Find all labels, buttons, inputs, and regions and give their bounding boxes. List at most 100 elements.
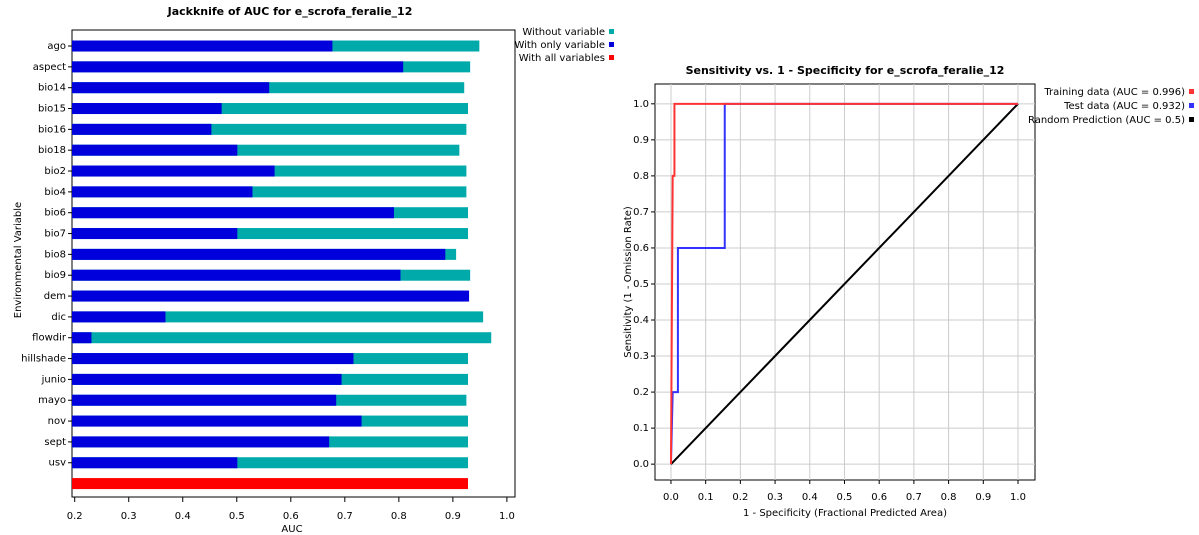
y-tick-label: 0.8 xyxy=(633,171,649,182)
bar xyxy=(72,228,238,240)
y-tick-label: 0.1 xyxy=(633,423,649,434)
x-tick-label: 0.0 xyxy=(663,492,679,503)
legend-label: Test data (AUC = 0.932) xyxy=(1063,101,1185,112)
y-tick-label: bio6 xyxy=(44,208,66,219)
y-axis-label: Sensitivity (1 - Omission Rate) xyxy=(623,206,634,358)
x-tick-label: 0.1 xyxy=(698,492,714,503)
plot-area xyxy=(71,29,516,498)
x-tick-label: 0.6 xyxy=(283,511,299,522)
y-tick-label: junio xyxy=(41,374,66,385)
legend-swatch xyxy=(1189,103,1194,108)
y-tick-label: flowdir xyxy=(32,333,67,344)
legend-swatch xyxy=(609,55,614,60)
y-tick-label: 1.0 xyxy=(633,99,649,110)
bar xyxy=(72,248,446,260)
bar xyxy=(72,61,404,73)
y-tick-label: bio14 xyxy=(38,83,66,94)
y-tick-label: dic xyxy=(51,312,66,323)
legend-swatch xyxy=(1189,117,1194,122)
bar xyxy=(72,186,467,198)
y-tick-label: usv xyxy=(49,458,67,469)
y-tick-label: bio2 xyxy=(44,166,66,177)
y-tick-label: hillshade xyxy=(21,354,66,365)
bar xyxy=(72,415,362,427)
bar xyxy=(72,373,342,385)
y-tick-label: 0.6 xyxy=(633,243,649,254)
y-tick-label: mayo xyxy=(38,395,66,406)
x-tick-label: 0.8 xyxy=(391,511,407,522)
y-tick-label: 0.0 xyxy=(633,459,649,470)
x-tick-label: 0.4 xyxy=(802,492,818,503)
y-tick-label: aspect xyxy=(33,62,66,73)
y-tick-label: bio18 xyxy=(38,145,66,156)
y-tick-label: sept xyxy=(44,437,66,448)
chart-title: Sensitivity vs. 1 - Specificity for e_sc… xyxy=(686,64,1005,77)
y-tick-label: nov xyxy=(48,416,66,427)
y-tick-label: bio15 xyxy=(38,104,66,115)
y-tick-label: bio4 xyxy=(44,187,66,198)
bar xyxy=(72,394,337,406)
bar xyxy=(72,144,460,156)
series-line xyxy=(669,102,1018,465)
legend-label: Without variable xyxy=(522,27,605,38)
x-axis-label: 1 - Specificity (Fractional Predicted Ar… xyxy=(743,508,947,519)
x-tick-label: 0.2 xyxy=(67,511,83,522)
y-tick-label: bio7 xyxy=(44,229,66,240)
legend-label: Random Prediction (AUC = 0.5) xyxy=(1028,115,1185,126)
bar xyxy=(72,311,166,323)
x-tick-label: 0.5 xyxy=(837,492,853,503)
bar xyxy=(72,103,468,115)
bar xyxy=(72,228,468,240)
legend-swatch xyxy=(1189,89,1194,94)
bar xyxy=(72,457,238,469)
legend-label: Training data (AUC = 0.996) xyxy=(1043,87,1185,98)
bar xyxy=(72,82,270,94)
y-tick-label: 0.7 xyxy=(633,207,649,218)
legend-label: With only variable xyxy=(514,40,605,51)
x-tick-label: 0.6 xyxy=(871,492,887,503)
y-tick-label: 0.4 xyxy=(633,315,649,326)
x-tick-label: 0.9 xyxy=(975,492,991,503)
y-tick-label: 0.3 xyxy=(633,351,649,362)
y-tick-label: bio16 xyxy=(38,124,66,135)
legend-swatch xyxy=(609,29,614,34)
legend-swatch xyxy=(609,42,614,47)
x-axis-label: AUC xyxy=(281,524,302,535)
x-tick-label: 1.0 xyxy=(499,511,515,522)
bar xyxy=(72,478,468,490)
x-tick-label: 0.5 xyxy=(229,511,245,522)
y-tick-label: dem xyxy=(44,291,66,302)
bar xyxy=(72,165,275,177)
y-tick-label: ago xyxy=(47,41,66,52)
x-tick-label: 0.3 xyxy=(767,492,783,503)
bar xyxy=(72,103,222,115)
x-tick-label: 0.7 xyxy=(906,492,922,503)
bar xyxy=(72,186,253,198)
x-tick-label: 0.4 xyxy=(175,511,191,522)
series-line xyxy=(670,103,1019,465)
y-tick-label: 0.2 xyxy=(633,387,649,398)
bar xyxy=(72,353,354,365)
bar xyxy=(72,436,330,448)
bar xyxy=(72,40,333,52)
x-tick-label: 0.9 xyxy=(445,511,461,522)
bar xyxy=(72,269,401,281)
x-tick-label: 0.2 xyxy=(732,492,748,503)
y-tick-label: bio8 xyxy=(44,249,66,260)
y-tick-label: 0.5 xyxy=(633,279,649,290)
bar xyxy=(72,332,492,344)
x-tick-label: 1.0 xyxy=(1010,492,1026,503)
y-tick-label: bio9 xyxy=(44,270,66,281)
chart-title: Jackknife of AUC for e_scrofa_feralie_12 xyxy=(167,5,413,18)
bar xyxy=(72,123,467,135)
bar xyxy=(72,144,238,156)
bar xyxy=(72,332,92,344)
bar xyxy=(72,207,394,219)
legend-label: With all variables xyxy=(519,53,605,64)
x-tick-label: 0.8 xyxy=(941,492,957,503)
y-axis-label: Environmental Variable xyxy=(13,202,24,318)
bar xyxy=(72,457,468,469)
bar xyxy=(72,290,470,302)
bar xyxy=(72,123,212,135)
